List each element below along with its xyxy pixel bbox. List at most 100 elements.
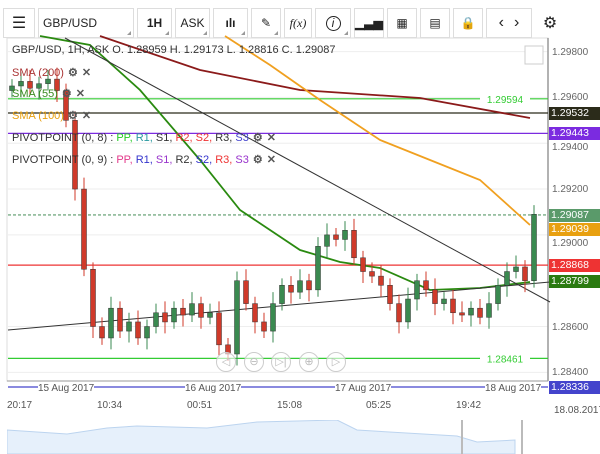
time-label: 15:08: [277, 400, 303, 411]
candle: [117, 301, 123, 338]
pivot-item: R2,: [175, 132, 196, 144]
candle-body: [522, 266, 528, 281]
candle: [369, 262, 375, 283]
zoom-in-button[interactable]: ⊕: [299, 352, 319, 372]
gear-icon[interactable]: ⚙: [252, 132, 263, 144]
pivot-item: S3: [235, 154, 249, 166]
pivot-item: R3,: [215, 132, 236, 144]
draw-button[interactable]: ✎: [251, 8, 281, 38]
legend-sma200: SMA (200) ⚙ ✕: [12, 67, 92, 79]
level-label: 1.28461: [487, 354, 524, 365]
candle-body: [306, 280, 312, 291]
price-axis-label: 1.29200: [552, 184, 589, 196]
candle: [189, 292, 195, 322]
candle: [504, 262, 510, 297]
candle: [495, 278, 501, 311]
sma55-line: [39, 35, 531, 291]
gear-icon[interactable]: ⚙: [61, 88, 72, 100]
candle: [90, 262, 96, 338]
candle-body: [216, 312, 222, 346]
candle-body: [144, 326, 150, 339]
date-label: 17 Aug 2017: [335, 383, 392, 394]
bar-chart-icon: ▁▃▅: [355, 16, 383, 30]
candle: [423, 271, 429, 297]
draw-icon: ✎: [260, 16, 272, 30]
close-icon[interactable]: ✕: [81, 67, 92, 79]
settings-button[interactable]: ⚙: [535, 8, 565, 38]
candle-body: [495, 285, 501, 304]
scroll-right-button[interactable]: ▷: [326, 352, 346, 372]
candle: [207, 303, 213, 325]
menu-button[interactable]: ☰: [3, 8, 35, 38]
go-latest-button[interactable]: ▷|: [271, 352, 291, 372]
price-tag: 1.28799: [549, 274, 600, 288]
price-axis-label: 1.28600: [552, 321, 589, 333]
date-label: 15 Aug 2017: [38, 383, 95, 394]
candle-body: [72, 120, 78, 190]
gear-icon[interactable]: ⚙: [67, 67, 78, 79]
zoom-out-button[interactable]: ⊖: [244, 352, 264, 372]
zoom-out-icon: ⊖: [249, 356, 259, 368]
candle: [450, 289, 456, 325]
close-icon[interactable]: ✕: [266, 154, 276, 166]
candle-body: [333, 234, 339, 240]
calendar-button[interactable]: ▦: [387, 8, 417, 38]
volume-button[interactable]: ▁▃▅: [354, 8, 384, 38]
date-label: 16 Aug 2017: [185, 383, 242, 394]
candle-body: [396, 303, 402, 323]
gear-icon[interactable]: ⚙: [252, 154, 263, 166]
candle: [81, 177, 87, 277]
pivot-item: R1,: [135, 132, 156, 144]
close-icon[interactable]: ✕: [81, 110, 92, 122]
candle: [288, 276, 294, 304]
candle-body: [252, 303, 258, 323]
pivot-item: R2,: [175, 154, 196, 166]
time-label: 20:17: [7, 400, 33, 411]
candle-body: [18, 81, 24, 87]
candle-body: [171, 307, 177, 323]
scroll-left-button[interactable]: ◁: [216, 352, 236, 372]
timeframe-select[interactable]: 1H: [137, 8, 172, 38]
close-icon[interactable]: ✕: [266, 132, 276, 144]
candle: [414, 273, 420, 311]
candle: [315, 237, 321, 297]
candle-body: [9, 85, 15, 91]
calculator-button[interactable]: ▤: [420, 8, 450, 38]
chevron-right-icon[interactable]: ›: [514, 14, 520, 31]
navigator[interactable]: [7, 420, 600, 454]
lock-button[interactable]: 🔒: [453, 8, 483, 38]
candle: [63, 83, 69, 128]
close-icon[interactable]: ✕: [75, 88, 85, 100]
candle-body: [369, 271, 375, 277]
candle: [180, 299, 186, 327]
time-label: 00:51: [187, 400, 213, 411]
price-axis-label: 1.29800: [552, 46, 589, 58]
gear-icon[interactable]: ⚙: [67, 110, 78, 122]
candle: [243, 269, 249, 311]
candle-body: [81, 188, 87, 270]
candle: [324, 223, 330, 258]
candle-body: [288, 285, 294, 293]
candle-type-icon: ılı: [225, 16, 236, 30]
candle-body: [324, 234, 330, 247]
candle: [108, 296, 114, 350]
price-axis-label: 1.29000: [552, 237, 589, 249]
candle-body: [135, 321, 141, 339]
candle: [162, 301, 168, 334]
date-label: 18 Aug 2017: [485, 383, 542, 394]
function-icon: f(x): [289, 15, 307, 30]
candle-body: [432, 289, 438, 304]
price-type-select[interactable]: ASK: [175, 8, 210, 38]
sma100-line: [224, 35, 531, 226]
candle: [144, 319, 150, 350]
trendline-down: [64, 37, 551, 303]
candle-body: [504, 271, 510, 286]
pivot-item: R3,: [215, 154, 236, 166]
candle-body: [360, 257, 366, 272]
chevron-left-icon[interactable]: ‹: [498, 14, 504, 31]
pivot-item: S1,: [155, 154, 176, 166]
candle: [531, 205, 537, 288]
time-label: 05:25: [366, 400, 392, 411]
candle-body: [297, 280, 303, 293]
